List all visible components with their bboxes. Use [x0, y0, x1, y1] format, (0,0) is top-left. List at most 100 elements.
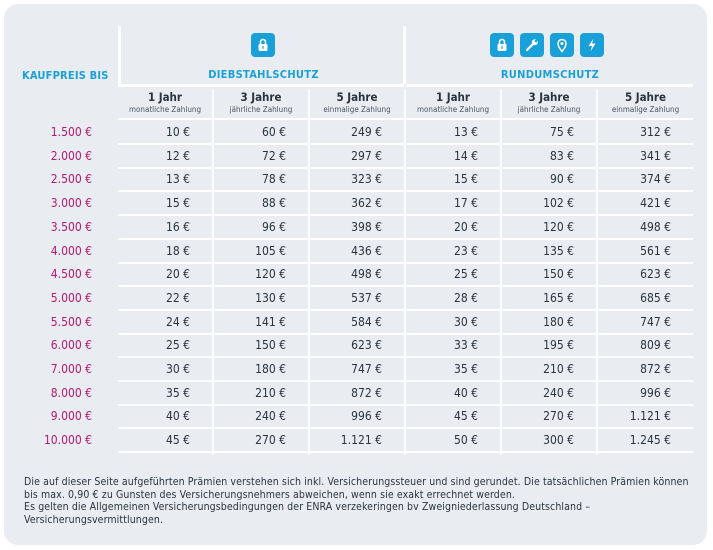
premium-cell: 150 € [543, 267, 574, 281]
premium-cell: 20 € [453, 220, 478, 234]
table-row: 3.000 € 15 € 88 € 362 € 17 € 102 € 421 € [4, 192, 703, 214]
row-divider [406, 214, 500, 216]
table-row: 8.000 € 35 € 210 € 872 € 40 € 240 € 996 € [4, 382, 703, 404]
column-header: 5 Jahre einmalige Zahlung [598, 91, 693, 115]
row-divider [310, 190, 404, 192]
premium-cell: 872 € [351, 386, 382, 400]
row-divider [118, 214, 212, 216]
column-title: 5 Jahre [336, 90, 378, 104]
price-table-card: KAUFPREIS BIS DIEBSTAHLSCHUTZ RUNDUMSCHU… [4, 4, 707, 545]
table-row: 5.000 € 22 € 130 € 537 € 28 € 165 € 685 € [4, 287, 703, 309]
premium-cell: 398 € [351, 220, 382, 234]
row-divider [598, 190, 693, 192]
premium-cell: 210 € [255, 386, 286, 400]
column-subtitle: einmalige Zahlung [611, 105, 680, 114]
row-divider [310, 285, 404, 287]
kaufpreis-label: KAUFPREIS BIS [22, 69, 109, 82]
premium-cell: 28 € [453, 291, 478, 305]
premium-cell: 180 € [255, 362, 286, 376]
price-cell: 8.000 € [50, 386, 92, 400]
lightning-icon [580, 33, 604, 57]
premium-cell: 421 € [640, 196, 671, 210]
row-divider [118, 262, 212, 264]
premium-cell: 75 € [549, 125, 574, 139]
row-divider [598, 238, 693, 240]
table-row: 1.500 € 10 € 60 € 249 € 13 € 75 € 312 € [4, 121, 703, 143]
column-subtitle: einmalige Zahlung [323, 105, 391, 114]
row-divider [310, 214, 404, 216]
header-underline [406, 84, 693, 87]
premium-cell: 240 € [543, 386, 574, 400]
premium-cell: 1.121 € [340, 433, 382, 447]
table-row: 10.000 € 45 € 270 € 1.121 € 50 € 300 € 1.245 € [4, 429, 703, 451]
row-divider [502, 356, 596, 358]
column-subtitle: monatliche Zahlung [128, 105, 202, 114]
row-divider [118, 380, 212, 382]
table-row: 3.500 € 16 € 96 € 398 € 20 € 120 € 498 € [4, 216, 703, 238]
table-row: 7.000 € 30 € 180 € 747 € 35 € 210 € 872 € [4, 358, 703, 380]
premium-cell: 35 € [165, 386, 190, 400]
price-cell: 3.500 € [50, 220, 92, 234]
column-header: 5 Jahre einmalige Zahlung [310, 90, 404, 115]
premium-cell: 498 € [351, 267, 382, 281]
table-row: 6.000 € 25 € 150 € 623 € 33 € 195 € 809 € [4, 334, 703, 356]
premium-cell: 297 € [351, 149, 382, 163]
row-divider [310, 333, 404, 335]
row-divider [502, 404, 596, 406]
premium-cell: 50 € [453, 433, 478, 447]
column-divider [308, 120, 310, 454]
premium-cell: 25 € [453, 267, 478, 281]
row-divider [502, 333, 596, 335]
column-title: 3 Jahre [528, 90, 570, 104]
table-row: 9.000 € 40 € 240 € 996 € 45 € 270 € 1.121 € [4, 405, 703, 427]
premium-cell: 33 € [453, 338, 478, 352]
price-cell: 6.000 € [50, 338, 92, 352]
premium-cell: 105 € [255, 244, 286, 258]
footnote-conditions: Es gelten die Allgemeinen Versicherungsb… [24, 501, 591, 526]
premium-cell: 135 € [543, 244, 574, 258]
premium-cell: 22 € [165, 291, 190, 305]
premium-cell: 1.121 € [629, 409, 671, 423]
premium-cell: 13 € [453, 125, 478, 139]
premium-cell: 623 € [640, 267, 671, 281]
premium-cell: 17 € [453, 196, 478, 210]
row-divider [406, 404, 500, 406]
row-divider [118, 404, 212, 406]
column-divider [596, 120, 598, 454]
column-header: 1 Jahr monatliche Zahlung [406, 91, 500, 115]
row-divider [118, 190, 212, 192]
row-divider [310, 262, 404, 264]
row-divider [598, 143, 693, 145]
column-divider [500, 120, 502, 454]
row-divider [502, 238, 596, 240]
header-divider [403, 26, 406, 84]
price-cell: 1.500 € [50, 125, 92, 139]
row-divider [214, 404, 308, 406]
premium-cell: 747 € [640, 315, 671, 329]
price-cell: 10.000 € [43, 433, 92, 447]
row-divider [214, 356, 308, 358]
premium-cell: 210 € [543, 362, 574, 376]
row-divider [214, 285, 308, 287]
row-divider [118, 309, 212, 311]
row-divider [598, 451, 693, 453]
row-divider [406, 380, 500, 382]
premium-cell: 78 € [261, 172, 286, 186]
premium-cell: 40 € [165, 409, 190, 423]
premium-cell: 13 € [165, 172, 190, 186]
row-divider [214, 214, 308, 216]
row-divider [502, 380, 596, 382]
premium-cell: 374 € [640, 172, 671, 186]
premium-cell: 25 € [165, 338, 190, 352]
premium-cell: 1.245 € [629, 433, 671, 447]
premium-cell: 83 € [549, 149, 574, 163]
price-cell: 4.000 € [50, 244, 92, 258]
premium-cell: 88 € [261, 196, 286, 210]
premium-cell: 341 € [640, 149, 671, 163]
row-divider [502, 262, 596, 264]
location-pin-icon [550, 33, 574, 57]
premium-cell: 72 € [261, 149, 286, 163]
premium-cell: 90 € [549, 172, 574, 186]
lock-icon [490, 33, 514, 57]
column-divider [596, 90, 598, 120]
